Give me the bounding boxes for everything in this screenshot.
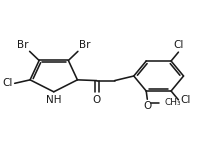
Text: Cl: Cl (181, 95, 191, 105)
Text: Br: Br (79, 40, 90, 50)
Text: CH₃: CH₃ (164, 98, 181, 107)
Text: Br: Br (17, 40, 29, 50)
Text: O: O (93, 95, 101, 105)
Text: Cl: Cl (3, 78, 13, 88)
Text: O: O (143, 101, 151, 111)
Text: NH: NH (46, 95, 61, 105)
Text: Cl: Cl (173, 40, 184, 50)
